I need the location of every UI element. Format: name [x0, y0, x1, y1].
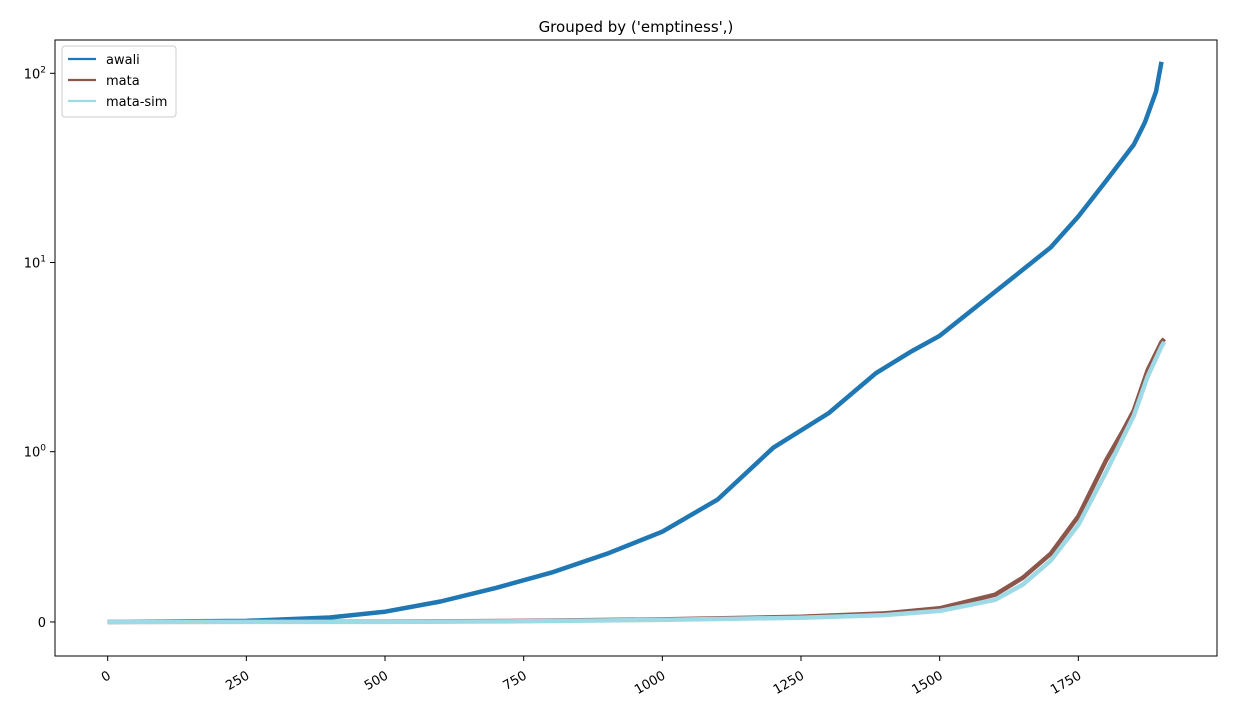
x-tick-label: 750 [501, 668, 530, 693]
legend-label-mata-sim: mata-sim [106, 95, 167, 110]
series-line-mata-sim [107, 340, 1167, 625]
x-tick-label: 1250 [771, 668, 807, 698]
x-tick-label: 0 [99, 668, 114, 685]
x-tick-label: 1500 [910, 668, 946, 698]
chart-title: Grouped by ('emptiness',) [539, 18, 734, 36]
x-tick-label: 250 [223, 668, 252, 693]
x-tick-label: 1000 [632, 668, 668, 698]
x-tick-label: 1750 [1048, 668, 1084, 698]
series-line-awali [107, 61, 1164, 625]
y-tick-label: 102 [24, 65, 46, 82]
y-tick-label: 101 [24, 254, 46, 271]
y-tick-label: 0 [38, 616, 46, 631]
series-line-mata [107, 337, 1166, 625]
legend-box [61, 45, 177, 118]
x-tick-label: 500 [362, 668, 391, 693]
legend-label-mata: mata [106, 74, 140, 89]
plot-frame [54, 39, 1218, 657]
legend: awali mata mata-sim [61, 45, 177, 118]
y-tick-label: 100 [24, 444, 47, 461]
legend-label-awali: awali [106, 53, 140, 68]
